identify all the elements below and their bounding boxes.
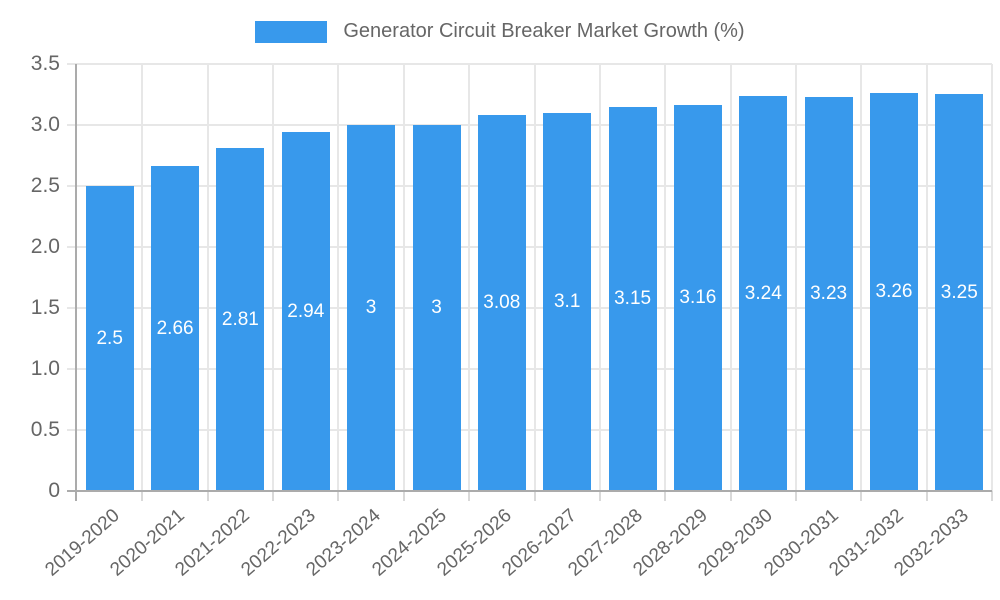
x-gridline	[468, 64, 471, 491]
legend-swatch[interactable]	[255, 20, 328, 43]
y-gridline	[67, 185, 992, 187]
bar[interactable]	[151, 166, 199, 490]
x-tick	[141, 491, 144, 501]
x-axis-line	[67, 490, 992, 492]
bar[interactable]	[85, 186, 134, 490]
x-tick	[664, 491, 667, 501]
bar[interactable]	[543, 113, 592, 490]
bar[interactable]	[347, 125, 396, 490]
y-axis-label: 0	[48, 479, 60, 502]
x-tick	[860, 491, 863, 501]
y-axis-label: 3.5	[30, 52, 60, 75]
bar[interactable]	[739, 96, 788, 490]
x-gridline	[533, 64, 536, 491]
x-tick	[533, 491, 536, 501]
x-gridline	[794, 64, 797, 491]
x-tick	[925, 491, 928, 501]
x-gridline	[664, 64, 667, 491]
bar[interactable]	[281, 132, 330, 490]
x-gridline	[206, 64, 209, 491]
y-axis-label: 0.5	[30, 418, 60, 441]
x-gridline	[729, 64, 732, 491]
x-tick	[991, 491, 993, 501]
y-axis-label: 2.0	[30, 235, 60, 258]
y-gridline	[67, 63, 992, 65]
y-axis-label: 1.5	[30, 296, 60, 319]
x-gridline	[991, 64, 993, 491]
x-tick	[402, 491, 405, 501]
x-tick	[272, 491, 275, 501]
x-gridline	[272, 64, 275, 491]
bar[interactable]	[216, 148, 265, 490]
x-tick	[337, 491, 340, 501]
y-gridline	[67, 307, 992, 309]
y-gridline	[67, 246, 992, 248]
x-gridline	[337, 64, 340, 491]
y-gridline	[67, 368, 992, 370]
y-axis-line	[75, 64, 77, 501]
bar[interactable]	[935, 94, 984, 490]
x-tick	[729, 491, 732, 501]
y-axis-label: 2.5	[30, 174, 60, 197]
legend-label[interactable]: Generator Circuit Breaker Market Growth …	[343, 20, 745, 42]
x-gridline	[598, 64, 601, 491]
bar[interactable]	[608, 107, 657, 490]
y-gridline	[67, 124, 992, 126]
x-tick	[598, 491, 601, 501]
x-gridline	[860, 64, 863, 491]
y-axis-label: 1.0	[30, 357, 60, 380]
bar[interactable]	[870, 93, 918, 490]
x-tick	[794, 491, 797, 501]
x-gridline	[402, 64, 405, 491]
y-axis-label: 3.0	[30, 113, 60, 136]
bar[interactable]	[804, 97, 853, 490]
x-gridline	[925, 64, 928, 491]
x-tick	[206, 491, 209, 501]
legend[interactable]: Generator Circuit Breaker Market Growth …	[0, 20, 1000, 43]
bar[interactable]	[412, 125, 461, 490]
x-gridline	[141, 64, 144, 491]
y-gridline	[67, 429, 992, 431]
x-tick	[468, 491, 471, 501]
bar[interactable]	[477, 115, 526, 490]
bar[interactable]	[673, 105, 722, 490]
